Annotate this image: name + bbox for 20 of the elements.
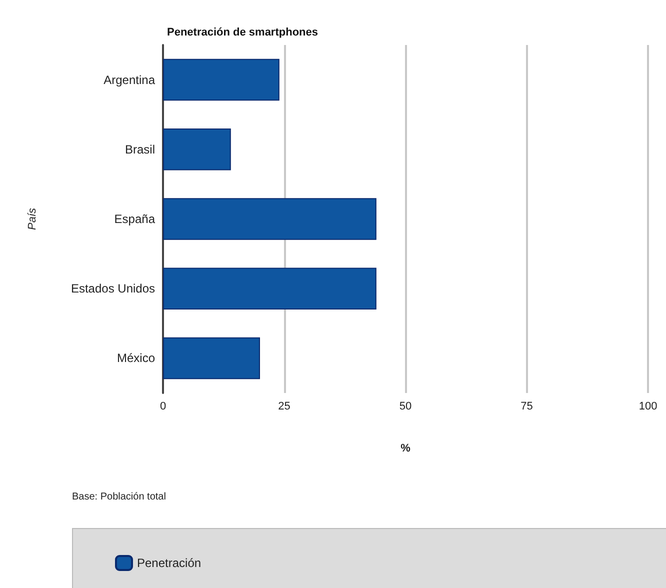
y-tick-label: Argentina bbox=[104, 72, 156, 87]
y-tick-label: España bbox=[114, 212, 156, 226]
y-tick-label: Estados Unidos bbox=[70, 282, 155, 296]
x-tick-label: 75 bbox=[520, 400, 533, 412]
x-axis-title: % bbox=[400, 442, 411, 454]
bar bbox=[163, 58, 280, 101]
x-tick-label: 25 bbox=[278, 400, 290, 412]
x-tick-label: 50 bbox=[399, 400, 412, 412]
bar bbox=[163, 268, 376, 310]
x-tick-label: 100 bbox=[638, 400, 658, 412]
bar bbox=[163, 128, 231, 170]
text: Base: Población total bbox=[72, 492, 166, 502]
legend-label: Penetración bbox=[137, 556, 202, 570]
x-tick-label: 0 bbox=[160, 400, 166, 412]
chart-title: Penetración de smartphones bbox=[167, 26, 318, 38]
bar bbox=[163, 198, 376, 240]
y-axis-title: País bbox=[26, 207, 38, 230]
y-tick-label: Brasil bbox=[124, 142, 155, 156]
bar bbox=[163, 337, 260, 380]
y-tick-label: México bbox=[116, 351, 156, 366]
